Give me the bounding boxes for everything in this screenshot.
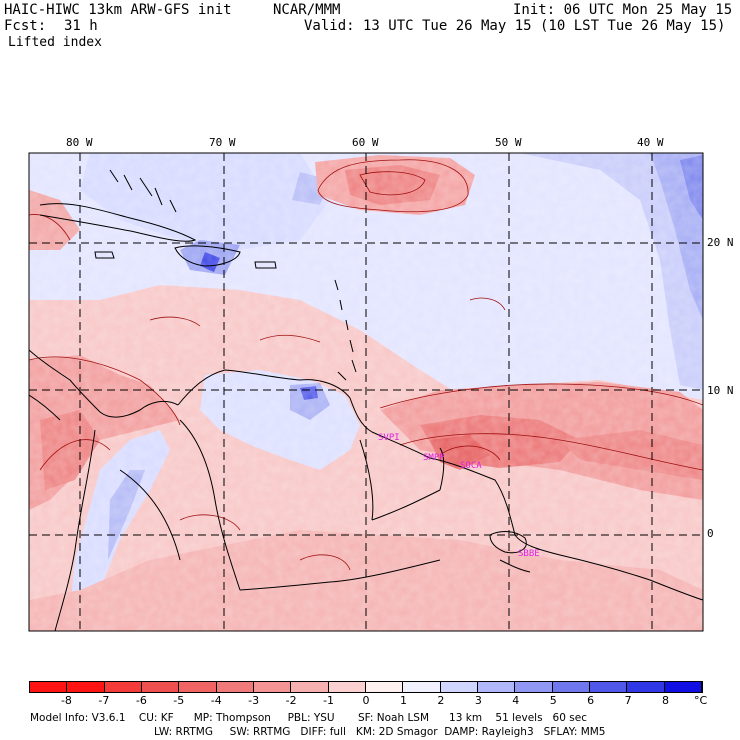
model-title: HAIC-HIWC 13km ARW-GFS init — [4, 2, 232, 18]
lon-label: 80 W — [66, 136, 93, 149]
colorbar-tick-label: -2 — [285, 694, 297, 707]
colorbar-tick-label: 4 — [512, 694, 520, 707]
colorbar-tick-label: -1 — [323, 694, 335, 707]
station-label: SMPP — [423, 453, 445, 463]
coastlines — [29, 169, 703, 631]
lon-label: 70 W — [209, 136, 236, 149]
colorbar-labels: -8 -7 -6 -5 -4 -3 -2 -1 0 1 2 3 4 5 6 7 8 — [29, 694, 703, 708]
station-label: SBBE — [518, 549, 540, 559]
org-label: NCAR/MMM — [273, 2, 341, 18]
lon-label: 40 W — [637, 136, 664, 149]
lat-label: 10 N — [707, 384, 734, 397]
lat-label: 20 N — [707, 236, 734, 249]
colorbar-bin — [104, 682, 142, 692]
colorbar-bin — [291, 682, 329, 692]
colorbar-bin — [664, 682, 702, 692]
colorbar-bin — [179, 682, 217, 692]
colorbar-tick-label: -8 — [60, 694, 72, 707]
colorbar-tick-label: 1 — [399, 694, 407, 707]
colorbar-bin — [67, 682, 105, 692]
station-label: SVPI — [378, 433, 400, 443]
lat-label: 0 — [707, 527, 714, 540]
fcst-label: Fcst: — [4, 18, 47, 34]
lon-label: 50 W — [495, 136, 522, 149]
model-info-line2: LW: RRTMG SW: RRTMG DIFF: full KM: 2D Sm… — [154, 726, 606, 738]
colorbar-tick-label: -4 — [210, 694, 222, 707]
colorbar-bin — [328, 682, 366, 692]
colorbar-bin — [627, 682, 665, 692]
station-markers: SVPI SMPP SOCA SBBE — [378, 433, 540, 559]
field-name: Lifted index — [8, 35, 102, 50]
init-time: Init: 06 UTC Mon 25 May 15 — [513, 2, 733, 18]
colorbar-tick-label: 2 — [437, 694, 445, 707]
colorbar-bin — [365, 682, 404, 692]
colorbar-bin — [253, 682, 292, 692]
colorbar-tick-label: -3 — [248, 694, 260, 707]
colorbar-bin — [589, 682, 628, 692]
colorbar-tick-label: 6 — [587, 694, 595, 707]
station-label: SOCA — [460, 461, 482, 471]
colorbar-tick-label: -6 — [135, 694, 147, 707]
colorbar-bin — [552, 682, 590, 692]
colorbar-tick-label: 8 — [662, 694, 670, 707]
lon-label: 60 W — [352, 136, 379, 149]
colorbar-tick-label: 5 — [549, 694, 557, 707]
colorbar-bin — [216, 682, 254, 692]
fcst-value: 31 h — [64, 18, 98, 34]
colorbar-bin — [403, 682, 441, 692]
colorbar-bin — [141, 682, 180, 692]
colorbar-unit: °C — [694, 694, 708, 707]
contour-lines — [29, 159, 703, 571]
colorbar-tick-label: -7 — [98, 694, 110, 707]
colorbar-bin — [515, 682, 553, 692]
colorbar-bin — [440, 682, 478, 692]
map-frame — [28, 152, 704, 632]
colorbar-bin — [30, 682, 68, 692]
model-info-line1: Model Info: V3.6.1 CU: KF MP: Thompson P… — [30, 712, 587, 724]
colorbar-tick-label: 3 — [474, 694, 482, 707]
valid-time: Valid: 13 UTC Tue 26 May 15 (10 LST Tue … — [304, 18, 726, 34]
colorbar-tick-label: -5 — [173, 694, 185, 707]
colorbar-tick-label: 7 — [624, 694, 632, 707]
colorbar — [29, 681, 703, 693]
colorbar-tick-label: 0 — [362, 694, 370, 707]
colorbar-bin — [477, 682, 516, 692]
